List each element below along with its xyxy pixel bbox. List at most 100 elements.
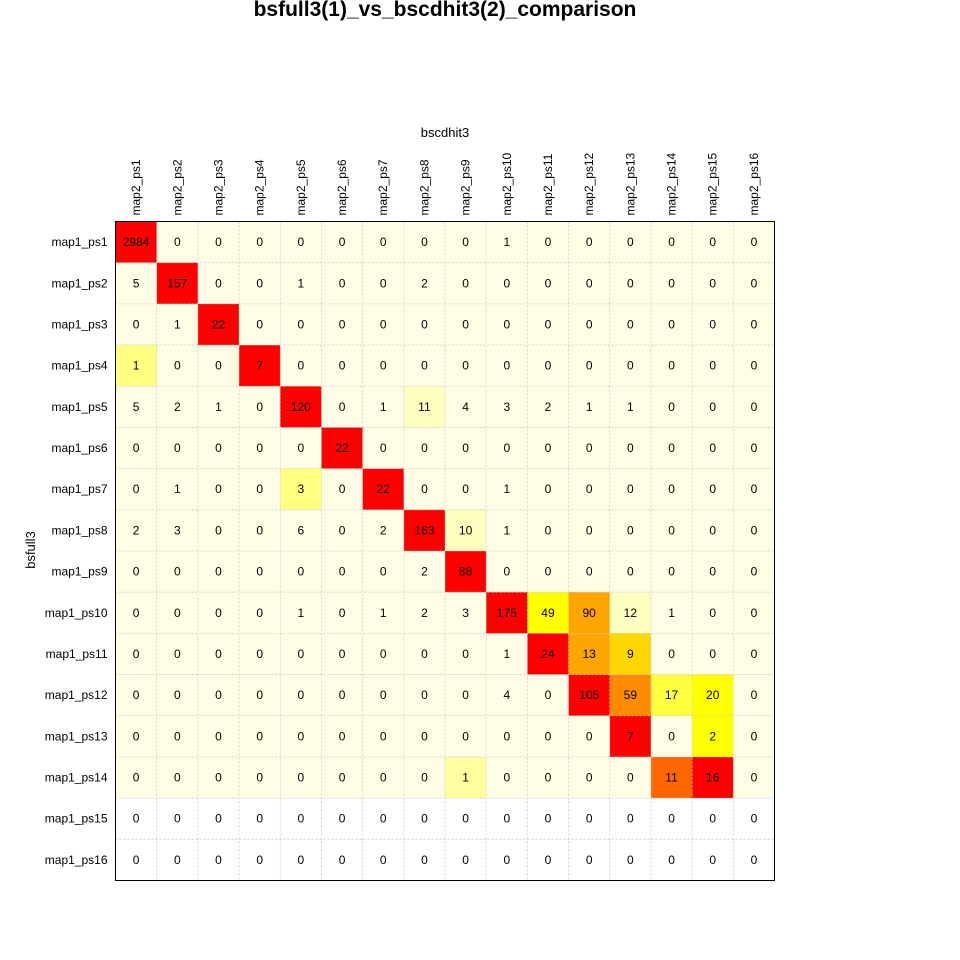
- cell-value-label: 0: [586, 359, 593, 373]
- heatmap-cell: [486, 468, 528, 511]
- cell-value-label: 0: [298, 565, 305, 579]
- heatmap-cell: [239, 468, 281, 511]
- cell-value-label: 0: [709, 317, 716, 331]
- heatmap-cell: [321, 427, 363, 469]
- heatmap-cell: [692, 345, 734, 387]
- cell-value-label: 0: [421, 441, 428, 455]
- cell-value-label: 0: [586, 317, 593, 331]
- cell-value-label: 0: [421, 688, 428, 702]
- cell-value-label: 0: [503, 441, 510, 455]
- cell-value-label: 0: [339, 853, 346, 867]
- heatmap-cell: [362, 468, 405, 511]
- cell-value-label: 1: [503, 482, 510, 496]
- heatmap-cell: [692, 303, 734, 346]
- cell-value-label: 0: [545, 771, 552, 785]
- heatmap-cell: [650, 715, 693, 758]
- cell-value-label: 0: [751, 853, 758, 867]
- cell-value-label: 0: [339, 400, 346, 414]
- cell-value-label: 0: [503, 771, 510, 785]
- heatmap-cell: [692, 839, 734, 881]
- cell-value-label: 0: [709, 853, 716, 867]
- cell-value-label: 0: [174, 812, 181, 826]
- heatmap-cell: [486, 221, 528, 263]
- heatmap-cell: [197, 345, 240, 387]
- cell-value-label: 12: [624, 606, 638, 620]
- cell-value-label: 0: [298, 647, 305, 661]
- heatmap-cell: [692, 551, 734, 593]
- heatmap-cell: [280, 674, 322, 717]
- heatmap-cell: [197, 468, 240, 511]
- heatmap-cell: [321, 345, 363, 387]
- cell-value-label: 10: [459, 523, 473, 537]
- cell-value-label: 1: [298, 606, 305, 620]
- cell-value-label: 0: [751, 235, 758, 249]
- chart-title: bsfull3(1)_vs_bscdhit3(2)_comparison: [254, 0, 637, 21]
- cell-value-label: 0: [215, 276, 222, 290]
- heatmap-cell: [362, 839, 405, 881]
- heatmap-cell: [403, 756, 446, 799]
- cell-value-label: 0: [627, 317, 634, 331]
- heatmap-cell: [733, 756, 775, 799]
- heatmap-cell: [445, 345, 487, 387]
- x-tick-labels: map2_ps1 map2_ps2 map2_ps3 map2_ps4 map2_ps5…: [129, 152, 761, 215]
- cell-value-label: 0: [545, 235, 552, 249]
- heatmap-cell: [568, 592, 611, 634]
- cell-value-label: 0: [256, 400, 263, 414]
- heatmap-cell: [362, 262, 405, 305]
- cell-value-label: 0: [586, 565, 593, 579]
- y-axis-label: bsfull3: [23, 531, 38, 569]
- heatmap-cell: [445, 386, 487, 428]
- heatmap-cell: [486, 674, 528, 717]
- heatmap-cell: [239, 427, 281, 469]
- cell-value-label: 6: [298, 523, 305, 537]
- cell-value-label: 0: [586, 482, 593, 496]
- heatmap-cell: [115, 551, 157, 593]
- heatmap-cell: [362, 427, 405, 469]
- cell-value-label: 0: [503, 853, 510, 867]
- cell-value-label: 1: [668, 606, 675, 620]
- cell-value-label: 0: [174, 565, 181, 579]
- cell-value-label: 0: [668, 853, 675, 867]
- heatmap-cell: [239, 386, 281, 428]
- heatmap-cell: [609, 427, 652, 469]
- cell-value-label: 22: [335, 441, 349, 455]
- cell-value-label: 0: [256, 606, 263, 620]
- heatmap-cell: [280, 262, 322, 305]
- heatmap-cell: [197, 674, 240, 717]
- cell-value-label: 0: [421, 482, 428, 496]
- heatmap-cell: [486, 715, 528, 758]
- cell-value-label: 0: [627, 812, 634, 826]
- cell-value-label: 0: [339, 482, 346, 496]
- cell-value-label: 0: [586, 523, 593, 537]
- heatmap-cell: [650, 509, 693, 552]
- cell-value-label: 0: [462, 276, 469, 290]
- cell-value-label: 1: [174, 482, 181, 496]
- heatmap-cell: [650, 468, 693, 511]
- cell-value-label: 0: [627, 565, 634, 579]
- cell-value-label: 0: [380, 441, 387, 455]
- heatmap-cell: [692, 386, 734, 428]
- x-tick-label: map2_ps16: [747, 152, 761, 215]
- heatmap-cell: [362, 551, 405, 593]
- heatmap-cell: [403, 592, 446, 634]
- cell-value-label: 0: [215, 235, 222, 249]
- cell-value-label: 0: [298, 853, 305, 867]
- x-tick-label: map2_ps15: [706, 152, 720, 215]
- heatmap-cell: [280, 798, 322, 840]
- heatmap-cell: [445, 468, 487, 511]
- heatmap-cell: [527, 468, 569, 511]
- x-tick-label: map2_ps11: [541, 153, 555, 215]
- cell-value-label: 0: [709, 606, 716, 620]
- heatmap-cell: [115, 221, 157, 263]
- cell-value-label: 4: [503, 688, 510, 702]
- cell-value-label: 157: [167, 276, 187, 290]
- heatmap-cell: [239, 715, 281, 758]
- cell-value-label: 0: [751, 565, 758, 579]
- heatmap-cell: [609, 839, 652, 881]
- cell-value-label: 0: [709, 400, 716, 414]
- cell-value-label: 0: [133, 565, 140, 579]
- cell-value-label: 7: [627, 729, 634, 743]
- heatmap-cell: [239, 633, 281, 675]
- cell-value-label: 0: [586, 729, 593, 743]
- heatmap-cell: [733, 715, 775, 758]
